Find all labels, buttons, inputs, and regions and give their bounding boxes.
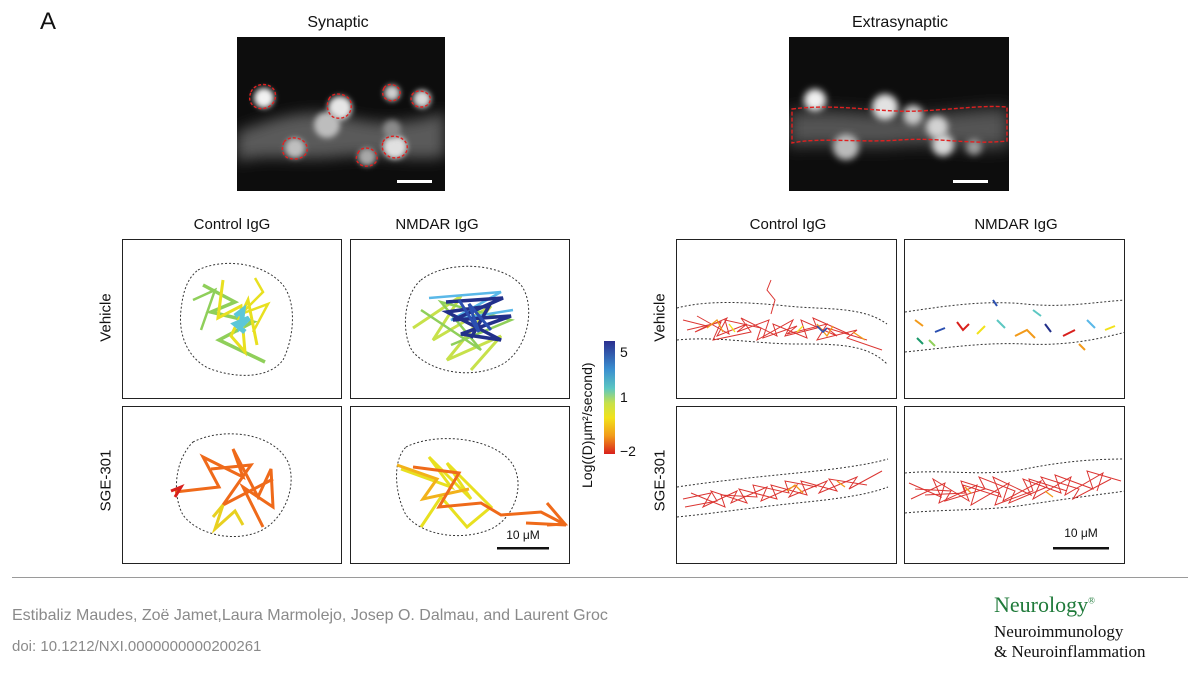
trajectory-panel-synaptic-sge301-control bbox=[122, 406, 342, 564]
trajectory-panel-synaptic-vehicle-nmdar bbox=[350, 239, 570, 399]
col-label-nmdar-igg-extrasynaptic: NMDAR IgG bbox=[974, 216, 1058, 233]
colorbar-label: Log((D)μm²/second) bbox=[579, 362, 595, 488]
row-label-vehicle-extrasynaptic: Vehicle bbox=[651, 293, 669, 342]
colorbar-tick-minus2: −2 bbox=[620, 443, 636, 459]
doi-text: doi: 10.1212/NXI.0000000000200261 bbox=[12, 638, 262, 655]
colorbar-tick-5: 5 bbox=[620, 344, 628, 360]
trajectory-panel-synaptic-vehicle-control bbox=[122, 239, 342, 399]
author-list: Estibaliz Maudes, Zoë Jamet,Laura Marmol… bbox=[12, 607, 608, 624]
section-title-extrasynaptic: Extrasynaptic bbox=[851, 14, 949, 31]
col-label-control-igg-extrasynaptic: Control IgG bbox=[749, 216, 827, 233]
journal-logo-line2: Neuroimmunology bbox=[994, 622, 1124, 641]
extrasynaptic-micrograph bbox=[789, 37, 1009, 191]
trajectory-panel-extrasynaptic-sge301-nmdar: 10 μM bbox=[904, 406, 1125, 564]
panel-letter: A bbox=[40, 8, 57, 35]
row-label-vehicle-synaptic: Vehicle bbox=[97, 293, 115, 342]
colorbar-tick-1: 1 bbox=[620, 389, 628, 405]
scalebar-label-extrasynaptic: 10 μM bbox=[1064, 526, 1098, 540]
footer-divider bbox=[12, 577, 1188, 578]
col-label-nmdar-igg-synaptic: NMDAR IgG bbox=[395, 216, 479, 233]
trajectory-panel-synaptic-sge301-nmdar: 10 μM bbox=[350, 406, 570, 564]
colorbar bbox=[604, 341, 615, 454]
journal-logo-neurology: Neurology® bbox=[994, 592, 1095, 617]
col-label-control-igg-synaptic: Control IgG bbox=[193, 216, 271, 233]
trajectory-panel-extrasynaptic-vehicle-nmdar bbox=[904, 239, 1125, 399]
scalebar-label-synaptic: 10 μM bbox=[506, 528, 540, 542]
synaptic-micrograph bbox=[237, 37, 445, 191]
row-label-sge301-extrasynaptic: SGE-301 bbox=[651, 449, 669, 512]
trajectory-panel-extrasynaptic-vehicle-control bbox=[676, 239, 897, 399]
row-label-sge301-synaptic: SGE-301 bbox=[97, 449, 115, 512]
section-title-synaptic: Synaptic bbox=[307, 14, 369, 31]
trajectory-panel-extrasynaptic-sge301-control bbox=[676, 406, 897, 564]
journal-logo-line3: & Neuroinflammation bbox=[994, 642, 1146, 661]
